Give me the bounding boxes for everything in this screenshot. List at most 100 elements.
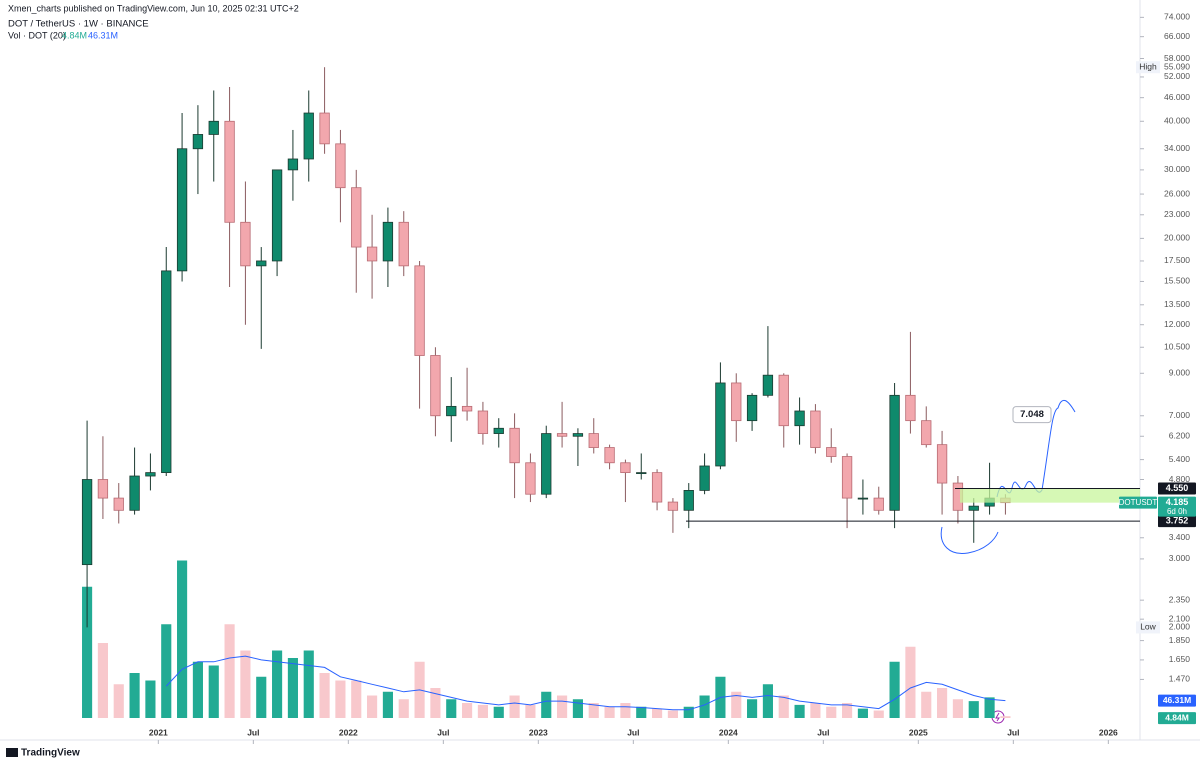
y-tick-label: 52.000 bbox=[1164, 71, 1190, 81]
volume-bar bbox=[604, 706, 615, 718]
high_marker-value: 55.090 bbox=[1164, 61, 1190, 71]
x-tick-label: Jul bbox=[247, 727, 259, 737]
y-tick-label: 9.000 bbox=[1169, 368, 1191, 378]
volume-bar bbox=[1000, 716, 1011, 718]
candle-body bbox=[192, 134, 204, 150]
volume-bar bbox=[224, 624, 235, 718]
event-icon-bolt bbox=[995, 712, 1000, 722]
symbol-tag-bg bbox=[1119, 496, 1157, 509]
volume-tag: 4.84M bbox=[1165, 712, 1189, 722]
volume-bar bbox=[509, 695, 520, 718]
candle-body bbox=[699, 465, 710, 491]
candle-body bbox=[446, 405, 457, 417]
candle-body bbox=[857, 497, 869, 500]
volume-bar bbox=[113, 684, 124, 718]
candle-body bbox=[636, 472, 647, 475]
y-tick-label: 1.650 bbox=[1169, 654, 1191, 664]
volume-bar bbox=[731, 691, 742, 718]
candle-body bbox=[778, 374, 789, 427]
candle-body bbox=[461, 405, 473, 412]
volume-bar bbox=[462, 703, 473, 718]
volume-bar bbox=[747, 699, 758, 718]
volume-bar bbox=[240, 650, 251, 718]
x-tick-label: 2022 bbox=[339, 727, 358, 737]
volume-bar bbox=[367, 695, 378, 718]
target-box bbox=[1012, 406, 1052, 424]
volume-bar bbox=[557, 695, 568, 718]
y-tick-label: 17.500 bbox=[1164, 255, 1190, 265]
volume-bar bbox=[620, 703, 631, 718]
chart-title: DOT / TetherUS · 1W · BINANCE bbox=[8, 19, 149, 30]
candle-body bbox=[905, 394, 916, 422]
volume-legend-name: Vol · DOT (20) bbox=[8, 30, 66, 40]
volume-bar bbox=[588, 703, 599, 718]
y-tick-label: 66.000 bbox=[1164, 31, 1190, 41]
brand-logo bbox=[6, 748, 18, 757]
candle-body bbox=[493, 427, 504, 434]
target-label: 7.048 bbox=[1020, 409, 1044, 420]
candle-body bbox=[525, 462, 536, 495]
volume-bar bbox=[161, 624, 172, 718]
candle-body bbox=[651, 472, 663, 503]
candle-body bbox=[588, 433, 599, 448]
candle-body bbox=[351, 187, 362, 248]
brand: TradingView bbox=[6, 748, 80, 759]
y-tick-label: 10.500 bbox=[1164, 342, 1190, 352]
candle-body bbox=[414, 265, 425, 356]
volume-bar bbox=[303, 650, 314, 718]
volume-bar bbox=[525, 704, 536, 718]
y-tick-label: 15.500 bbox=[1164, 276, 1190, 286]
candle-body bbox=[81, 479, 93, 566]
candle-body bbox=[430, 355, 441, 417]
low_marker-label: Low bbox=[1140, 622, 1156, 632]
volume-bar bbox=[683, 706, 694, 718]
volume-bar bbox=[477, 704, 488, 718]
candle-body bbox=[208, 120, 219, 135]
candle-body bbox=[287, 158, 299, 171]
y-tick-label: 13.500 bbox=[1164, 299, 1190, 309]
volume-bar bbox=[446, 699, 457, 718]
candle-body bbox=[129, 475, 140, 511]
candle-body bbox=[319, 112, 330, 145]
candle-body bbox=[731, 382, 742, 422]
candle-body bbox=[873, 497, 884, 511]
candle-body bbox=[335, 143, 346, 189]
volume-bar bbox=[826, 706, 837, 718]
volume-bar bbox=[541, 691, 552, 718]
volume-bar bbox=[319, 673, 330, 718]
volume-bar bbox=[905, 646, 916, 718]
candle-body bbox=[382, 221, 394, 262]
candle-body bbox=[398, 221, 409, 267]
y-tick-label: 1.850 bbox=[1169, 635, 1191, 645]
volume-bar bbox=[192, 661, 203, 718]
volume-ma-line bbox=[165, 655, 1006, 711]
circle-sketch bbox=[940, 526, 999, 554]
volume-bar bbox=[208, 665, 219, 718]
x-tick-label: 2026 bbox=[1099, 727, 1118, 737]
volume-bar bbox=[145, 680, 156, 718]
y-tick-label: 5.400 bbox=[1169, 454, 1191, 464]
y-tick-label: 12.000 bbox=[1164, 319, 1190, 329]
volume-bar bbox=[873, 710, 884, 718]
candle-body bbox=[97, 479, 109, 499]
x-tick-label: Jul bbox=[437, 727, 449, 737]
price-tag-high: 4.550 bbox=[1166, 483, 1189, 493]
volume-bar bbox=[430, 688, 441, 718]
target-zone bbox=[960, 488, 1140, 503]
y-tick-label: 58.000 bbox=[1164, 53, 1190, 63]
candle-body bbox=[715, 382, 726, 467]
y-tick-label: 26.000 bbox=[1164, 188, 1190, 198]
y-tick-label: 1.470 bbox=[1169, 674, 1191, 684]
price-tag-low: 3.752 bbox=[1166, 515, 1189, 525]
candle-body bbox=[667, 501, 679, 511]
y-tick-label: 6.200 bbox=[1169, 431, 1191, 441]
volume-bar bbox=[82, 586, 93, 718]
volume-bar bbox=[636, 706, 647, 718]
y-tick-label: 23.000 bbox=[1164, 209, 1190, 219]
volume-legend-value: 4.84M bbox=[62, 30, 87, 40]
low_marker-value: 2.000 bbox=[1169, 622, 1191, 632]
x-tick-label: 2025 bbox=[909, 727, 928, 737]
candle-body bbox=[240, 221, 251, 267]
y-tick-label: 30.000 bbox=[1164, 164, 1190, 174]
